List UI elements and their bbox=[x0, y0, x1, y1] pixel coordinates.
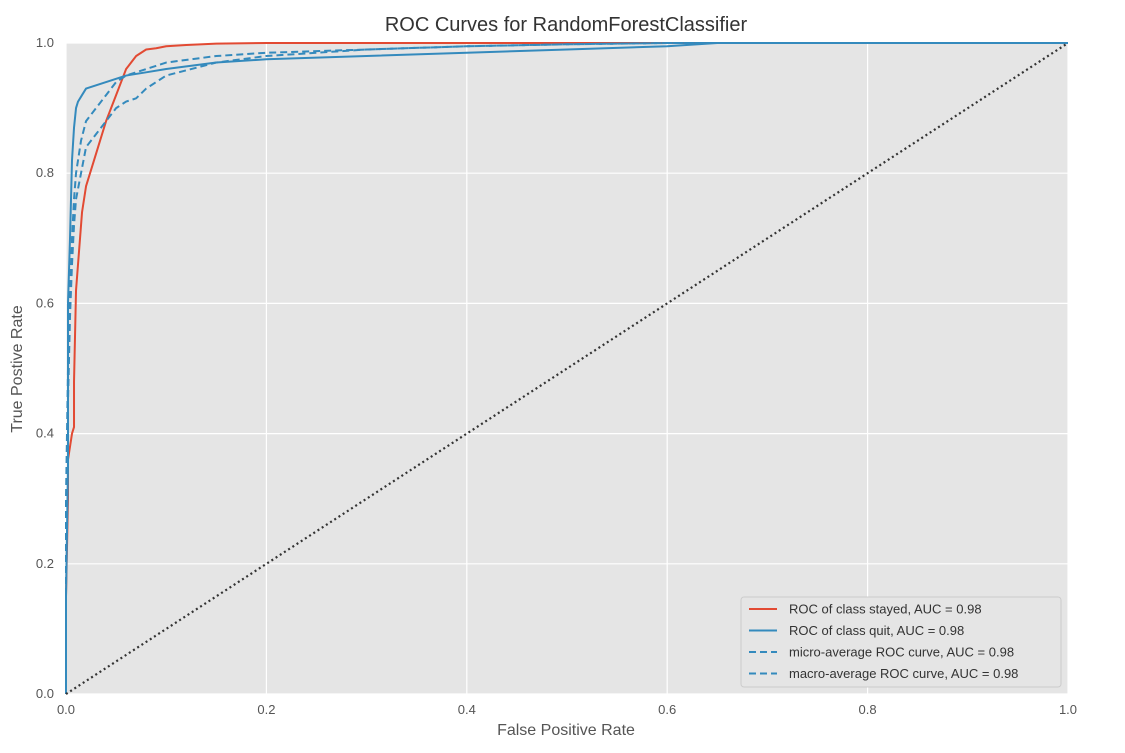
y-tick-labels: 0.0 0.2 0.4 0.6 0.8 1.0 bbox=[36, 35, 54, 701]
roc-series-line-3 bbox=[65, 42, 1068, 694]
legend-box bbox=[740, 596, 1062, 688]
x-tick-label: 1.0 bbox=[1059, 702, 1077, 717]
chance-diagonal-line bbox=[65, 42, 1069, 695]
y-tick-label: 0.8 bbox=[36, 165, 54, 180]
y-tick-label: 0.6 bbox=[36, 295, 54, 310]
x-tick-label: 0.6 bbox=[658, 702, 676, 717]
y-tick-label: 0.2 bbox=[36, 556, 54, 571]
legend-label-2: micro-average ROC curve, AUC = 0.98 bbox=[789, 645, 1014, 660]
legend: ROC of class stayed, AUC = 0.98 ROC of cl… bbox=[740, 596, 1062, 688]
y-tick-label: 0.0 bbox=[36, 686, 54, 701]
x-tick-label: 0.0 bbox=[57, 702, 75, 717]
grid-lines bbox=[65, 42, 1069, 695]
series-lines bbox=[65, 42, 1069, 695]
roc-series-line-0 bbox=[65, 42, 1068, 694]
roc-series-line-1 bbox=[65, 42, 1068, 694]
y-axis-label: True Postive Rate bbox=[9, 305, 26, 433]
x-tick-labels: 0.0 0.2 0.4 0.6 0.8 1.0 bbox=[57, 702, 1077, 717]
x-tick-label: 0.8 bbox=[859, 702, 877, 717]
x-axis-label: False Positive Rate bbox=[497, 722, 635, 739]
chart-title: ROC Curves for RandomForestClassifier bbox=[385, 14, 748, 36]
y-tick-label: 1.0 bbox=[36, 35, 54, 50]
legend-label-0: ROC of class stayed, AUC = 0.98 bbox=[789, 602, 982, 617]
x-tick-label: 0.2 bbox=[257, 702, 275, 717]
legend-label-1: ROC of class quit, AUC = 0.98 bbox=[789, 623, 964, 638]
legend-label-3: macro-average ROC curve, AUC = 0.98 bbox=[789, 666, 1018, 681]
y-tick-label: 0.4 bbox=[36, 426, 54, 441]
x-tick-label: 0.4 bbox=[458, 702, 476, 717]
